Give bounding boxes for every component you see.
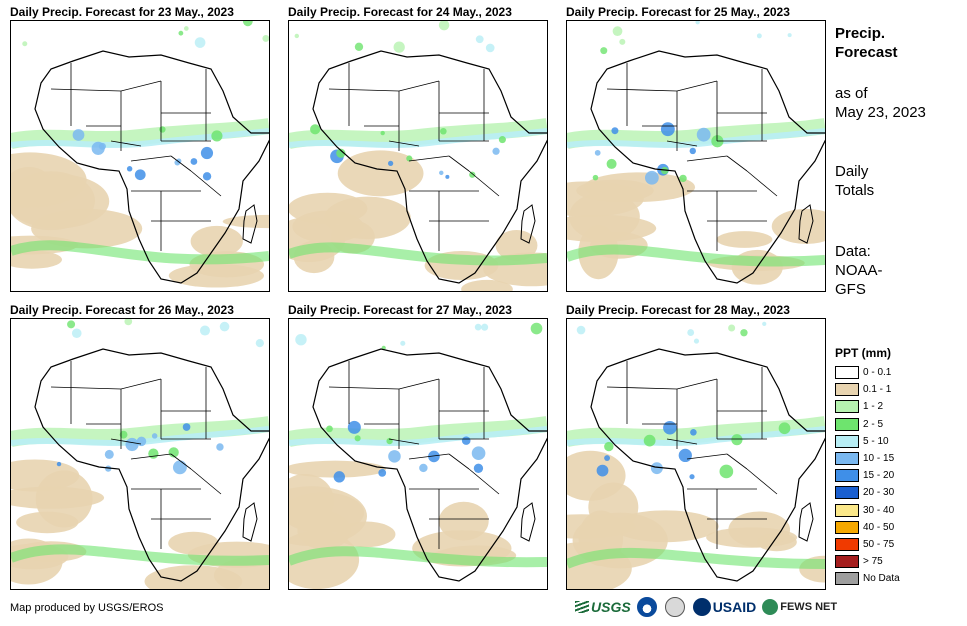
- legend-label: > 75: [863, 556, 883, 568]
- africa-map: [289, 21, 547, 291]
- legend-label: 40 - 50: [863, 521, 895, 533]
- panel-title: Daily Precip. Forecast for 24 May., 2023: [288, 5, 512, 19]
- africa-map: [11, 21, 269, 288]
- africa-map: [567, 321, 825, 589]
- legend-label: 30 - 40: [863, 504, 895, 516]
- panel-title: Daily Precip. Forecast for 28 May., 2023: [566, 303, 790, 317]
- africa-map: [567, 21, 825, 285]
- legend-swatch: [835, 520, 859, 534]
- doi-seal-icon: [664, 597, 685, 617]
- legend: PPT (mm) 0 - 0.1 0.1 - 1 1 - 2 2 - 5 5 - 10 1…: [835, 346, 960, 587]
- panel-title: Daily Precip. Forecast for 25 May., 2023: [566, 5, 790, 19]
- legend-item: 10 - 15: [835, 450, 960, 467]
- fews-globe-icon: [762, 599, 779, 615]
- usgs-logo: USGS: [575, 599, 631, 615]
- usgs-wave-icon: [575, 601, 589, 613]
- legend-swatch: [835, 572, 859, 586]
- legend-swatch: [835, 434, 859, 448]
- legend-label: No Data: [863, 573, 900, 585]
- legend-item: 30 - 40: [835, 502, 960, 519]
- precip-map: [288, 318, 548, 590]
- panel-title: Daily Precip. Forecast for 23 May., 2023: [10, 5, 234, 19]
- legend-swatch: [835, 366, 859, 380]
- legend-label: 0.1 - 1: [863, 384, 892, 396]
- forecast-panel-day3: Daily Precip. Forecast for 25 May., 2023: [566, 4, 826, 294]
- as-of-date: as of May 23, 2023: [835, 85, 926, 121]
- legend-label: 1 - 2: [863, 401, 884, 413]
- africa-map: [11, 319, 269, 589]
- map-credit: Map produced by USGS/EROS: [10, 602, 164, 614]
- precip-map: [10, 20, 270, 292]
- data-source: Data: NOAA- GFS: [835, 243, 883, 298]
- legend-item: 5 - 10: [835, 433, 960, 450]
- partner-logos: USGS USAID FEWS NET: [575, 596, 837, 618]
- legend-item: 15 - 20: [835, 467, 960, 484]
- legend-swatch: [835, 469, 859, 483]
- product-title: Precip. Forecast: [835, 25, 898, 61]
- legend-item: 0 - 0.1: [835, 364, 960, 381]
- legend-swatch: [835, 503, 859, 517]
- legend-swatch: [835, 383, 859, 397]
- panel-title: Daily Precip. Forecast for 27 May., 2023: [288, 303, 512, 317]
- legend-item: 40 - 50: [835, 519, 960, 536]
- legend-swatch: [835, 486, 859, 500]
- legend-label: 0 - 0.1: [863, 367, 892, 379]
- legend-label: 5 - 10: [863, 435, 889, 447]
- legend-label: 20 - 30: [863, 487, 895, 499]
- legend-label: 50 - 75: [863, 538, 895, 550]
- legend-item: 1 - 2: [835, 398, 960, 415]
- legend-label: 2 - 5: [863, 418, 884, 430]
- legend-swatch: [835, 555, 859, 569]
- usaid-seal-icon: [692, 598, 711, 616]
- legend-title: PPT (mm): [835, 346, 892, 360]
- precip-map: [566, 318, 826, 590]
- fews-net-logo: FEWS NET: [762, 599, 837, 615]
- legend-swatch: [835, 400, 859, 414]
- legend-swatch: [835, 417, 859, 431]
- legend-item: 50 - 75: [835, 536, 960, 553]
- totals-label: Daily Totals: [835, 163, 875, 199]
- legend-item: 20 - 30: [835, 484, 960, 501]
- legend-rows: 0 - 0.1 0.1 - 1 1 - 2 2 - 5 5 - 10 10 - 15 15 …: [835, 364, 960, 587]
- legend-swatch: [835, 452, 859, 466]
- legend-item: 2 - 5: [835, 416, 960, 433]
- legend-swatch: [835, 537, 859, 551]
- africa-map: [289, 322, 547, 589]
- precip-map: [288, 20, 548, 292]
- legend-label: 15 - 20: [863, 470, 895, 482]
- panel-title: Daily Precip. Forecast for 26 May., 2023: [10, 303, 234, 317]
- legend-item: > 75: [835, 553, 960, 570]
- forecast-panel-day4: Daily Precip. Forecast for 26 May., 2023: [10, 302, 270, 592]
- forecast-panel-day1: Daily Precip. Forecast for 23 May., 2023: [10, 4, 270, 294]
- forecast-panel-day5: Daily Precip. Forecast for 27 May., 2023: [288, 302, 548, 592]
- precip-map: [566, 20, 826, 292]
- legend-label: 10 - 15: [863, 453, 895, 465]
- forecast-panel-day2: Daily Precip. Forecast for 24 May., 2023: [288, 4, 548, 294]
- forecast-panel-day6: Daily Precip. Forecast for 28 May., 2023: [566, 302, 826, 592]
- precip-map: [10, 318, 270, 590]
- noaa-logo-icon: [636, 597, 657, 617]
- legend-item: No Data: [835, 570, 960, 587]
- legend-item: 0.1 - 1: [835, 381, 960, 398]
- usaid-logo: USAID: [692, 598, 756, 616]
